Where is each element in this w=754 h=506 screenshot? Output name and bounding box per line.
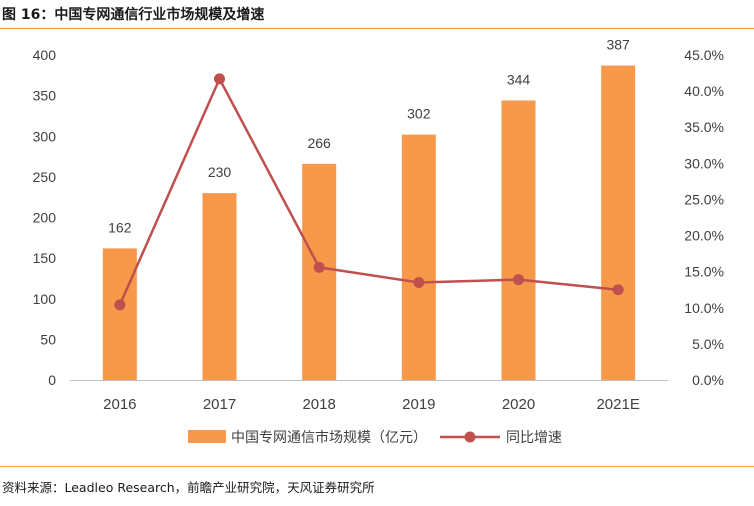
bar-data-label: 230 (208, 164, 232, 180)
left-axis-tick-label: 250 (33, 169, 57, 185)
growth-marker (612, 284, 624, 296)
right-axis-tick-label: 15.0% (684, 264, 724, 280)
bar (501, 100, 536, 380)
growth-marker (513, 274, 524, 286)
left-axis-tick-label: 300 (33, 128, 57, 144)
left-axis-tick-label: 0 (48, 372, 56, 388)
right-axis-tick-label: 45.0% (684, 47, 724, 63)
bar-series (102, 65, 636, 380)
growth-marker (413, 277, 425, 288)
category-label: 2021E (596, 396, 639, 413)
right-axis-tick-label: 5.0% (692, 336, 724, 352)
legend-bar-swatch (188, 430, 226, 443)
bar-data-label: 387 (606, 37, 630, 53)
bar (202, 193, 237, 380)
growth-marker (313, 261, 325, 273)
left-axis-ticks: 0 50 100 150 200 250 300 350 400 (33, 47, 57, 388)
category-label: 2019 (402, 396, 435, 413)
left-axis-tick-label: 50 (40, 331, 56, 347)
category-label: 2020 (502, 396, 535, 413)
left-axis-tick-label: 200 (33, 210, 57, 226)
legend-line-label: 同比增速 (506, 429, 562, 445)
growth-marker (214, 73, 225, 85)
bar-data-label: 344 (507, 72, 531, 88)
left-axis-tick-label: 400 (33, 47, 57, 63)
category-label: 2018 (302, 396, 335, 413)
bar (102, 248, 137, 380)
figure-title: 图 16：中国专网通信行业市场规模及增速 (2, 7, 265, 23)
left-axis-tick-label: 100 (33, 291, 57, 307)
bar-data-label: 302 (407, 106, 431, 122)
legend: 中国专网通信市场规模（亿元） 同比增速 (188, 429, 562, 445)
source-note: 资料来源：Leadleo Research，前瞻产业研究院，天风证券研究所 (2, 480, 375, 495)
legend-bar-label: 中国专网通信市场规模（亿元） (231, 429, 427, 445)
market-size-chart: 0 50 100 150 200 250 300 350 400 0.0% 5.0% 10.0% 15… (33, 37, 724, 445)
right-axis-tick-label: 20.0% (684, 228, 724, 244)
right-axis-tick-label: 0.0% (692, 372, 724, 388)
category-labels: 2016 2017 2018 2019 2020 2021E (103, 396, 640, 413)
source-divider (0, 466, 754, 467)
right-axis-tick-label: 35.0% (684, 119, 724, 135)
growth-marker (114, 299, 126, 311)
right-axis-tick-label: 25.0% (684, 191, 724, 207)
right-axis-ticks: 0.0% 5.0% 10.0% 15.0% 20.0% 25.0% 30.0% 35.0% 40… (684, 47, 724, 388)
bar-data-label: 162 (108, 219, 132, 235)
title-divider (0, 28, 754, 29)
right-axis-tick-label: 10.0% (684, 300, 724, 316)
growth-line (118, 77, 619, 306)
left-axis-tick-label: 350 (33, 88, 57, 104)
growth-line-series (114, 73, 624, 311)
right-axis-tick-label: 40.0% (684, 83, 724, 99)
legend-line-marker (464, 431, 476, 443)
category-label: 2016 (103, 396, 136, 413)
left-axis-tick-label: 150 (33, 250, 57, 266)
right-axis-tick-label: 30.0% (684, 155, 724, 171)
category-label: 2017 (203, 396, 236, 413)
bar-data-labels: 162 230 266 302 344 387 (108, 37, 630, 236)
bar (401, 134, 436, 380)
bar-data-label: 266 (307, 135, 331, 151)
bar (601, 65, 636, 380)
